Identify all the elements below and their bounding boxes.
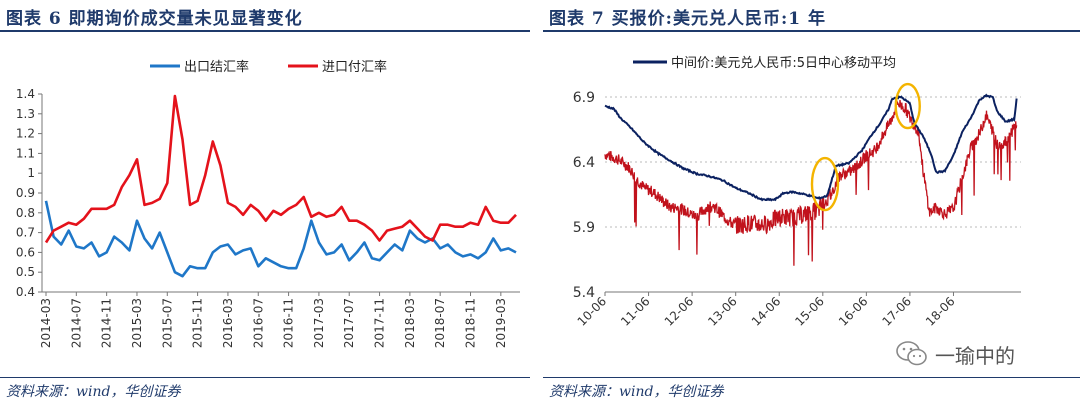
left-y-tick-label: 0.8 [16,206,35,220]
right-legend-label: 中间价:美元兑人民币:5日中心移动平均 [671,56,896,71]
left-y-tick-label: 0.7 [16,226,35,240]
right-x-tick-label: 13-06 [705,294,740,329]
left-series-line [44,94,517,244]
right-x-tick-label: 14-06 [749,294,784,329]
left-x-tick-label: 2017-11 [373,298,387,348]
left-chart-title: 图表 6 即期询价成交量未见显著变化 [6,9,303,29]
left-x-tick-label: 2018-03 [403,298,417,348]
left-bottom-rule [0,377,530,378]
watermark-text: 一瑜中的 [935,344,1015,368]
left-x-tick-label: 2016-03 [221,298,235,348]
right-x-tick-label: 18-06 [923,294,958,329]
left-y-tick-label: 1.3 [16,107,35,121]
left-x-tick-label: 2014-03 [39,298,53,348]
annotation-circle [894,82,921,130]
left-x-tick-label: 2015-11 [191,298,205,348]
left-title-rule [0,30,530,32]
right-x-tick-label: 11-06 [618,294,653,329]
right-bottom-rule [543,377,1080,378]
left-chart-panel: 图表 6 即期询价成交量未见显著变化 0.4 0.5 0.6 0.7 0.8 0.9 1 1.… [0,0,530,408]
right-chart-title: 图表 7 买报价:美元兑人民币:1 年 [549,9,826,29]
left-y-tick-label: 1.2 [16,127,35,141]
left-legend-label: 进口付汇率 [322,59,387,75]
left-y-tick-label: 1 [27,166,35,180]
left-x-tick-label: 2015-07 [160,298,174,348]
left-x-tick-label: 2016-07 [251,298,265,348]
right-x-tick-label: 12-06 [662,294,697,329]
annotation-circle [810,156,840,212]
right-chart-svg: 5.45.96.46.910-06 11-06 12-06 13-06 14-06 15-… [573,56,1021,329]
right-title-rule [543,30,1080,32]
left-y-tick-label: 1.1 [16,146,35,160]
right-chart-panel: 图表 7 买报价:美元兑人民币:1 年 5.4 5.9 6.4 6.9 10-06 11-… [543,0,1080,408]
right-y-tick-label: 5.4 [573,285,595,301]
left-x-tick-label: 2018-07 [433,298,447,348]
left-x-tick-label: 2014-11 [100,298,114,348]
left-x-tick-label: 2016-11 [282,298,296,348]
right-x-tick-label: 17-06 [879,294,914,329]
left-series-line [44,200,517,278]
left-x-tick-label: 2019-03 [494,298,508,348]
wechat-icon [896,341,927,366]
left-x-tick-label: 2017-07 [342,298,356,348]
right-x-tick-label: 16-06 [836,294,871,329]
left-y-tick-label: 0.5 [16,265,35,279]
right-y-tick-label: 6.4 [573,155,595,171]
right-y-tick-label: 5.9 [573,220,595,236]
left-y-tick-label: 0.4 [16,285,35,299]
left-y-tick-label: 1.4 [16,87,35,101]
right-x-tick-label: 15-06 [792,294,827,329]
left-x-tick-label: 2017-03 [312,298,326,348]
left-y-tick-label: 0.6 [16,245,35,259]
right-series-navy-line [604,93,1018,202]
left-chart-svg: 0.4 0.5 0.6 0.7 0.8 0.9 1 1.1 1.2 1.3 1.4 2014-03 20… [16,59,520,348]
watermark: 一瑜中的 [895,338,1075,372]
left-x-tick-label: 2015-03 [130,298,144,348]
left-x-tick-label: 2014-07 [69,298,83,348]
left-source-note: 资料来源：wind，华创证券 [6,384,181,400]
right-series-red-line [604,98,1018,266]
right-source-note: 资料来源：wind，华创证券 [549,384,724,400]
right-y-tick-label: 6.9 [573,90,595,106]
left-y-tick-label: 0.9 [16,186,35,200]
left-legend-label: 出口结汇率 [184,59,249,75]
left-x-tick-label: 2018-11 [464,298,478,348]
